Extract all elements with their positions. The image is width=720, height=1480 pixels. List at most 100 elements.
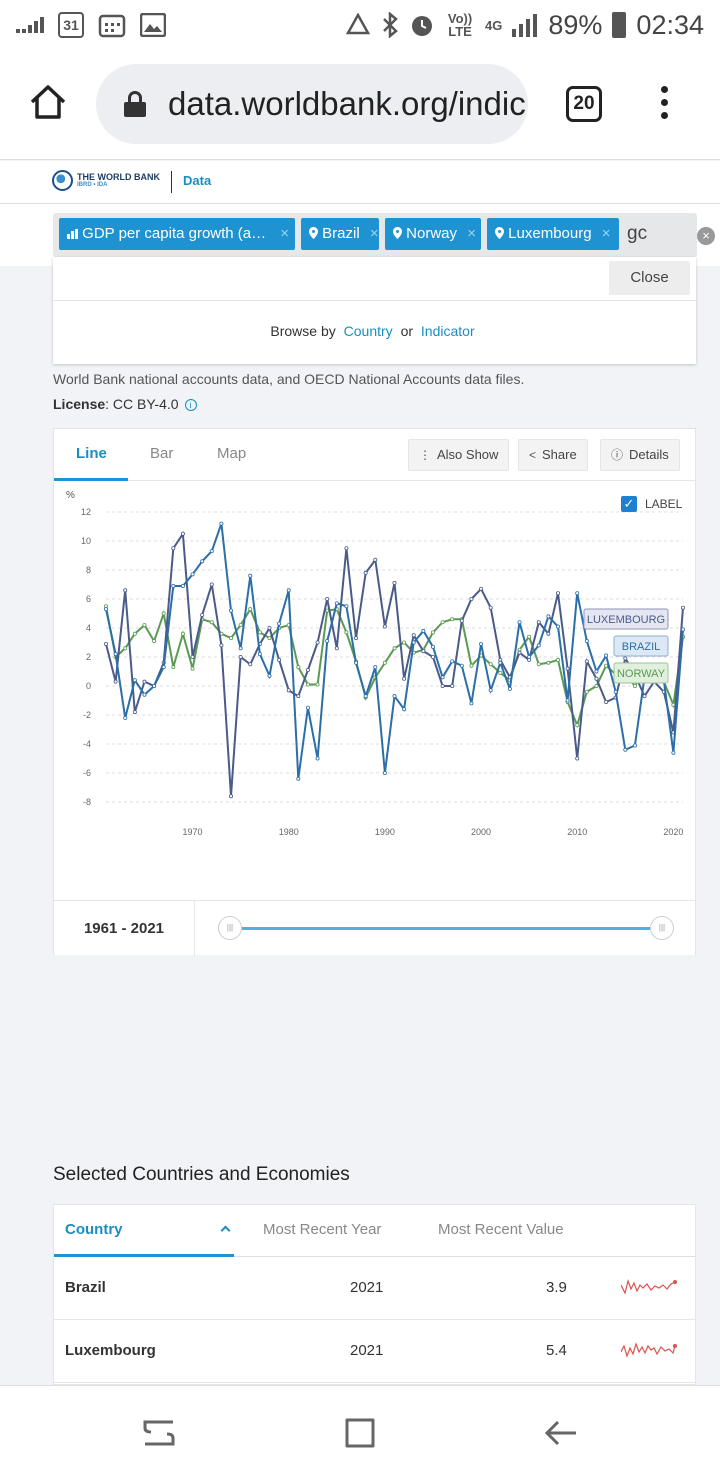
data-point [248,573,253,578]
recent-apps-icon[interactable] [141,1416,177,1450]
world-bank-logo[interactable]: THE WORLD BANK IBRD • IDA [52,170,160,191]
clock: 02:34 [636,9,704,40]
search-typed-text[interactable]: gc [627,223,648,244]
data-point [469,701,474,706]
map-pin-icon [393,227,402,239]
back-arrow-icon[interactable] [544,1416,580,1450]
data-point [363,694,368,699]
calendar-icon: 31 [58,12,84,38]
data-point [498,660,503,665]
data-point [315,682,320,687]
tab-switcher-button[interactable]: 20 [566,86,602,122]
data-point [517,650,522,655]
y-tick-label: -6 [83,768,91,778]
data-point [132,678,137,683]
label-toggle-text: LABEL [645,497,683,511]
series-label-norway: NORWAY [617,668,666,680]
data-point [142,679,147,684]
data-point [450,659,455,664]
chip-indicator[interactable]: GDP per capita growth (a… × [59,218,295,250]
share-button[interactable]: < Share [518,439,588,471]
data-point [305,682,310,687]
data-point [180,583,185,588]
sort-up-icon[interactable] [220,1225,231,1236]
data-point [229,608,234,613]
table-row[interactable]: Brazil 2021 3.9 [54,1257,695,1320]
data-point [113,679,118,684]
close-button[interactable]: Close [609,261,690,295]
y-axis-label: % [66,490,75,501]
y-tick-label: 4 [86,623,91,633]
cell-year: 2021 [350,1342,384,1359]
address-bar[interactable]: data.worldbank.org/indic [96,64,528,144]
clear-search-icon[interactable]: × [697,227,715,245]
data-point [286,688,291,693]
data-point [565,698,570,703]
chip-remove-icon[interactable]: × [601,225,611,242]
label-toggle[interactable]: ✓ LABEL [621,496,682,512]
chip-remove-icon[interactable]: × [280,225,289,242]
info-icon[interactable]: i [184,399,197,411]
data-point [507,686,512,691]
data-point [354,660,359,665]
tab-bar[interactable]: Bar [150,445,174,462]
data-point [421,649,426,654]
details-button[interactable]: ⓘ Details [600,439,680,471]
data-point [267,625,272,630]
data-point [219,521,224,526]
home-icon[interactable] [28,82,68,122]
tab-line[interactable]: Line [76,445,107,462]
y-tick-label: 10 [81,536,91,546]
sparkline [621,1342,677,1358]
data-point [363,570,368,575]
y-tick-label: -8 [83,797,91,807]
chip-remove-icon[interactable]: × [467,225,476,242]
column-year[interactable]: Most Recent Year [263,1221,382,1238]
slider-start-handle[interactable]: ||| [218,916,242,940]
chip-luxembourg[interactable]: Luxembourg × [487,218,619,250]
data-point [286,588,291,593]
search-input[interactable]: GDP per capita growth (a… × Brazil × Nor… [53,213,715,257]
data-point [671,750,676,755]
browse-indicator-link[interactable]: Indicator [420,323,475,339]
data-point [604,699,609,704]
slider-end-handle[interactable]: ||| [650,916,674,940]
browse-country-link[interactable]: Country [343,323,393,339]
chip-norway[interactable]: Norway × [385,218,481,250]
active-column-underline [54,1254,234,1257]
url-text: data.worldbank.org/indic [168,85,526,122]
line-chart: % 12 10 8 6 4 2 0 -2 -4 -6 -8 1970 1980 1990 2000 2010 20… [66,490,686,837]
data-point [354,636,359,641]
bar-chart-icon [67,229,78,239]
column-country[interactable]: Country [65,1221,123,1238]
data-point [344,546,349,551]
chip-brazil[interactable]: Brazil × [301,218,379,250]
y-tick-label: 0 [86,681,91,691]
data-point [248,607,253,612]
data-point [440,675,445,680]
vertical-dots-icon: ⋮ [419,448,431,462]
checkbox-checked-icon[interactable]: ✓ [621,496,637,512]
data-point [190,572,195,577]
also-show-button[interactable]: ⋮ Also Show [408,439,510,471]
data-point [402,707,407,712]
data-point [200,612,205,617]
table-row[interactable]: Luxembourg 2021 5.4 [54,1320,695,1383]
overflow-menu-icon[interactable] [656,86,672,122]
calendar-grid-icon [98,14,126,38]
data-point [430,644,435,649]
alarm-icon [412,16,433,36]
data-point [257,630,262,635]
x-tick-label: 2010 [567,827,587,837]
search-chip-bar: GDP per capita growth (a… × Brazil × Nor… [0,204,720,266]
data-section-link[interactable]: Data [183,173,212,188]
slider-track[interactable] [230,927,662,930]
column-value[interactable]: Most Recent Value [438,1221,564,1238]
home-square-icon[interactable] [343,1416,377,1450]
chip-remove-icon[interactable]: × [369,225,379,242]
browse-by: Browse by Country or Indicator [53,323,696,339]
signal-dots-icon [16,17,44,33]
tab-map[interactable]: Map [217,445,247,462]
data-point [450,617,455,622]
data-point [411,640,416,645]
